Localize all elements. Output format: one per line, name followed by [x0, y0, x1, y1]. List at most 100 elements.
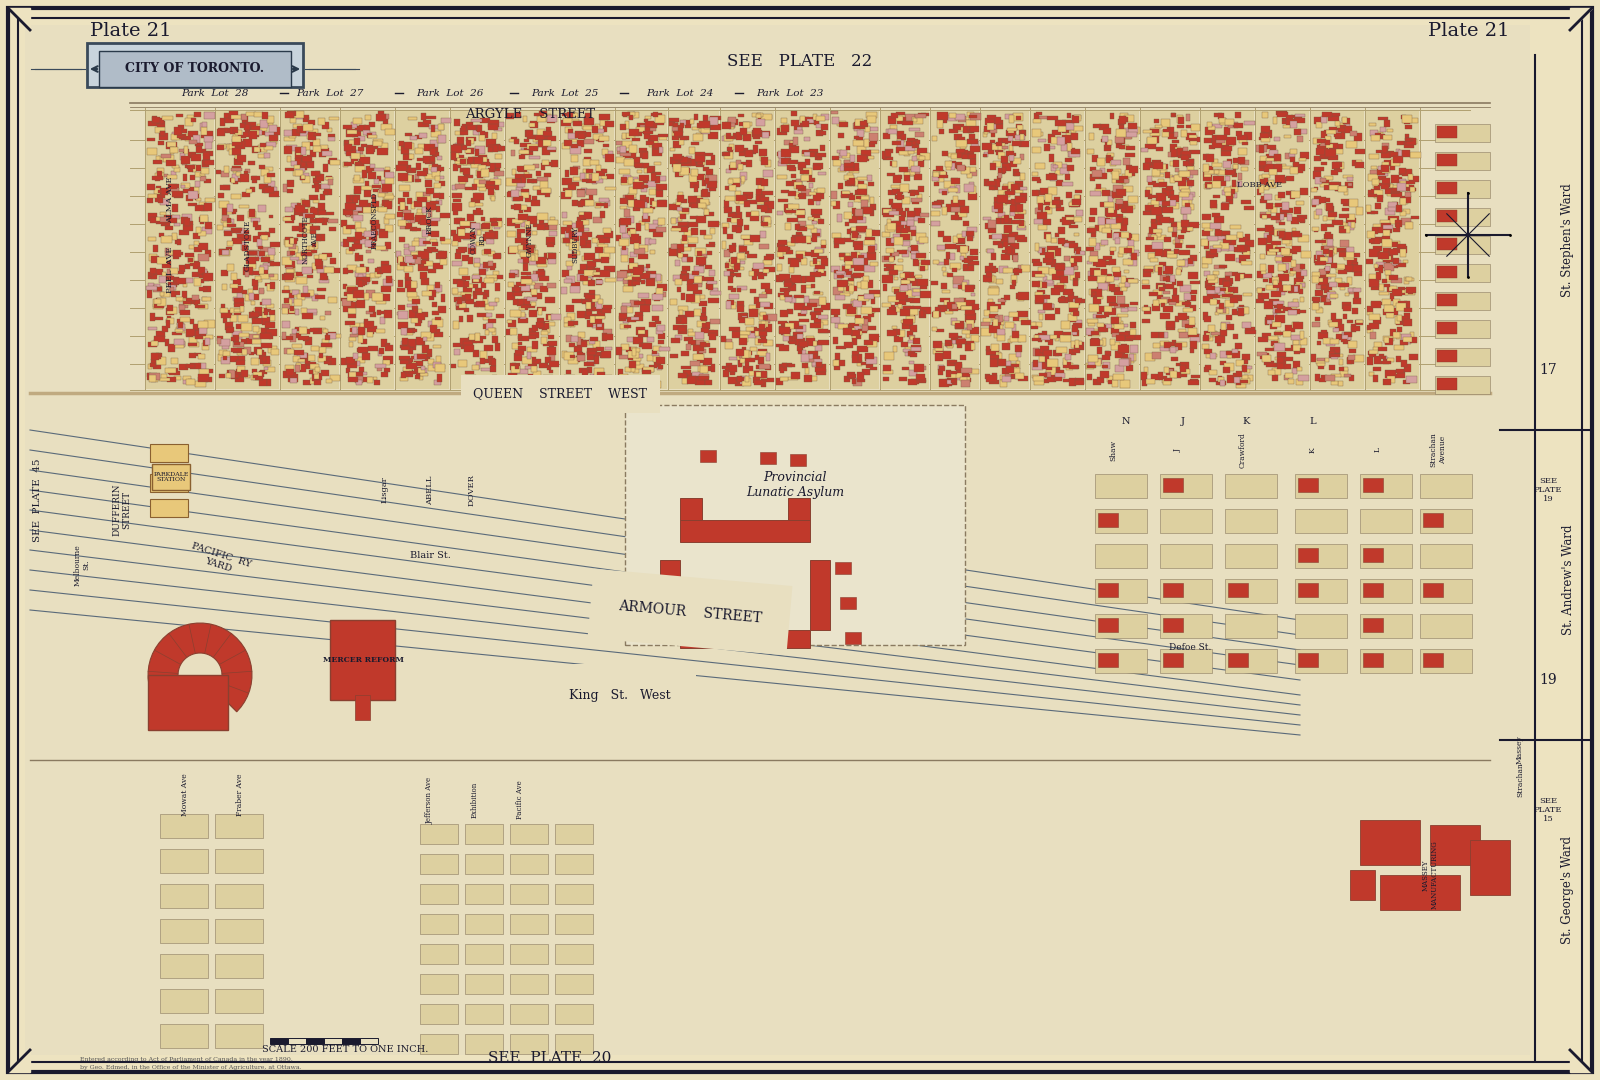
Bar — [483, 297, 488, 305]
Bar — [870, 367, 877, 370]
Bar — [1203, 265, 1208, 268]
Bar — [782, 363, 792, 367]
Bar — [811, 272, 821, 278]
Bar — [430, 150, 434, 153]
Bar — [1382, 261, 1390, 268]
Bar — [1008, 136, 1013, 141]
Bar — [370, 306, 376, 312]
Bar — [341, 359, 350, 365]
Bar — [858, 184, 867, 189]
Bar — [704, 175, 715, 183]
Bar — [629, 253, 637, 257]
Bar — [1275, 203, 1283, 206]
Bar — [837, 121, 846, 125]
Bar — [741, 235, 752, 240]
Bar — [466, 1034, 502, 1054]
Bar — [1069, 378, 1077, 386]
Bar — [517, 214, 528, 220]
Bar — [1038, 310, 1045, 313]
Bar — [515, 364, 518, 369]
Bar — [619, 313, 627, 319]
Bar — [179, 266, 186, 272]
Bar — [1219, 380, 1226, 386]
Bar — [582, 280, 592, 284]
Bar — [653, 232, 664, 238]
Bar — [995, 315, 998, 322]
Bar — [155, 357, 165, 365]
Bar — [1213, 244, 1222, 247]
Bar — [944, 258, 949, 265]
Bar — [624, 320, 629, 323]
Bar — [1336, 162, 1344, 170]
Bar — [1234, 246, 1243, 252]
Bar — [317, 288, 326, 292]
Bar — [174, 339, 184, 345]
Bar — [178, 241, 181, 245]
Bar — [1374, 133, 1381, 137]
Bar — [1120, 303, 1130, 307]
Bar — [578, 274, 582, 282]
Bar — [1074, 346, 1083, 349]
Bar — [779, 366, 784, 373]
Bar — [619, 170, 629, 174]
Bar — [685, 311, 694, 318]
Bar — [632, 349, 635, 356]
Bar — [1184, 194, 1189, 200]
Bar — [168, 367, 178, 374]
Bar — [1330, 183, 1339, 186]
Bar — [525, 222, 530, 228]
Bar — [1392, 262, 1398, 266]
Bar — [355, 126, 363, 131]
Bar — [150, 352, 158, 360]
Bar — [744, 366, 752, 373]
Bar — [1090, 305, 1099, 312]
Bar — [1112, 186, 1123, 191]
Bar — [758, 314, 766, 320]
Bar — [1341, 338, 1347, 342]
Bar — [322, 342, 333, 347]
Bar — [728, 124, 734, 127]
Bar — [1048, 251, 1056, 257]
Bar — [1435, 348, 1490, 366]
Bar — [1389, 251, 1392, 258]
Bar — [1032, 147, 1042, 153]
Bar — [1288, 310, 1298, 315]
Bar — [893, 221, 901, 226]
Polygon shape — [1570, 1050, 1592, 1072]
Bar — [466, 854, 502, 874]
Bar — [422, 207, 427, 213]
Bar — [741, 359, 747, 363]
Text: Park  Lot  25: Park Lot 25 — [531, 89, 598, 97]
Bar — [1267, 320, 1272, 324]
Bar — [955, 114, 965, 120]
Bar — [944, 181, 955, 188]
Bar — [1376, 226, 1387, 233]
Bar — [419, 219, 430, 225]
Bar — [741, 313, 747, 316]
Bar — [805, 275, 814, 282]
Bar — [858, 147, 866, 154]
Bar — [640, 125, 646, 130]
Bar — [426, 174, 435, 178]
Bar — [998, 266, 1008, 272]
Bar — [1315, 251, 1323, 259]
Bar — [845, 632, 861, 644]
Bar — [853, 378, 862, 386]
Bar — [1011, 200, 1021, 206]
Bar — [709, 117, 718, 124]
Bar — [314, 139, 320, 146]
Bar — [1069, 349, 1077, 354]
Bar — [853, 300, 862, 307]
Bar — [1075, 320, 1082, 326]
Text: Park  Lot  28: Park Lot 28 — [181, 89, 248, 97]
Bar — [488, 120, 499, 127]
Bar — [306, 249, 312, 256]
Bar — [310, 227, 315, 233]
Bar — [1384, 230, 1390, 237]
Bar — [222, 351, 230, 356]
Bar — [894, 336, 902, 342]
Bar — [1216, 309, 1222, 313]
Bar — [261, 318, 269, 325]
Bar — [792, 372, 800, 379]
Bar — [294, 205, 304, 214]
